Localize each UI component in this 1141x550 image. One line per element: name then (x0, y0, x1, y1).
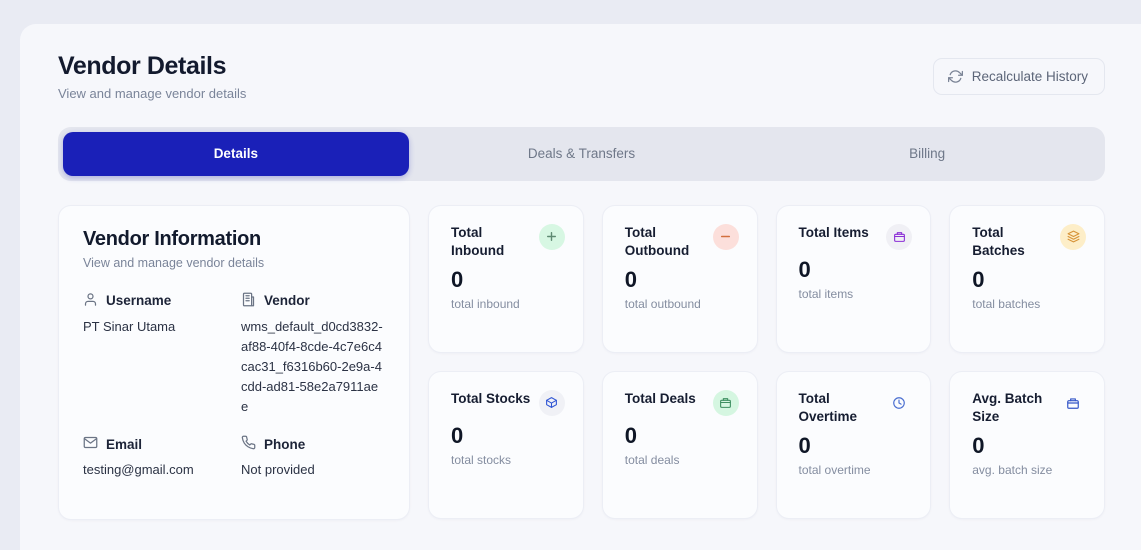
plus-icon (538, 223, 565, 250)
stat-caption-avg-batch-size: avg. batch size (972, 463, 1053, 478)
field-phone: Phone Not provided (241, 435, 385, 480)
stat-value-avg-batch-size: 0 (972, 433, 985, 459)
field-vendor-label-row: Vendor (241, 292, 385, 310)
stat-label-total-items: Total Items (798, 224, 869, 240)
stat-label-avg-batch-size: Avg. Batch Size (972, 390, 1043, 424)
field-vendor: Vendor wms_default_d0cd3832-af88-40f4-8c… (241, 292, 385, 418)
vendor-information-subtitle: View and manage vendor details (83, 255, 265, 270)
clock-icon (886, 390, 912, 416)
stat-label-total-stocks: Total Stocks (451, 390, 531, 406)
page-title: Vendor Details (58, 52, 227, 80)
stat-card-total-overtime: Total Overtime 0 total overtime (775, 370, 932, 519)
stat-card-total-inbound: Total Inbound 0 total inbound (428, 204, 584, 353)
recalculate-history-button[interactable]: Recalculate History (932, 58, 1105, 95)
stat-caption-total-deals: total deals (624, 452, 680, 467)
stat-card-total-batches: Total Batches 0 total batches (949, 204, 1105, 353)
stat-card-total-outbound: Total Outbound 0 total outbound (601, 204, 758, 353)
layers-icon (1060, 223, 1086, 250)
stat-value-total-batches: 0 (972, 267, 985, 293)
building-icon (241, 292, 256, 310)
recalculate-history-label: Recalculate History (971, 69, 1088, 84)
field-email: Email testing@gmail.com (83, 435, 227, 480)
stat-caption-total-overtime: total overtime (798, 463, 871, 478)
stat-caption-total-batches: total batches (972, 297, 1041, 312)
main-panel: Vendor Details View and manage vendor de… (20, 24, 1141, 550)
stat-caption-total-outbound: total outbound (624, 297, 701, 312)
field-phone-value: Not provided (241, 462, 315, 478)
stat-value-total-outbound: 0 (624, 267, 637, 293)
stats-grid: Total Inbound 0 total inbound Total Outb… (428, 204, 1105, 519)
page-header-text: Vendor Details View and manage vendor de… (58, 52, 246, 101)
stat-value-total-stocks: 0 (451, 422, 464, 448)
stat-value-total-inbound: 0 (451, 267, 464, 293)
vendor-information-card: Vendor Information View and manage vendo… (58, 204, 410, 520)
phone-icon (241, 435, 256, 453)
field-phone-label: Phone (264, 436, 306, 452)
field-email-label: Email (106, 436, 143, 452)
vendor-field-grid: Username PT Sinar Utama (83, 292, 385, 481)
bag-icon (712, 389, 739, 416)
package-icon (886, 223, 913, 250)
stat-caption-total-items: total items (798, 286, 854, 301)
stat-label-total-inbound: Total Inbound (451, 224, 505, 258)
stat-card-avg-batch-size: Avg. Batch Size 0 avg. batch size (949, 370, 1105, 519)
stat-label-total-deals: Total Deals (624, 390, 696, 406)
cube-icon (538, 389, 565, 416)
minus-icon (712, 223, 739, 250)
stat-label-total-overtime: Total Overtime (798, 390, 858, 424)
refresh-icon (947, 69, 963, 84)
stat-card-total-items: Total Items 0 total items (775, 204, 932, 353)
field-username-label-row: Username (83, 292, 227, 310)
tab-billing[interactable]: Billing (909, 146, 946, 162)
stat-label-total-outbound: Total Outbound (624, 224, 690, 258)
mail-icon (83, 435, 98, 453)
page-header: Vendor Details View and manage vendor de… (58, 52, 1105, 101)
stat-caption-total-inbound: total inbound (451, 297, 520, 312)
field-vendor-label: Vendor (264, 293, 310, 309)
stat-value-total-deals: 0 (624, 422, 637, 448)
stat-caption-total-stocks: total stocks (451, 452, 512, 467)
field-email-value: testing@gmail.com (83, 462, 194, 478)
tab-bar: Details Deals & Transfers Billing (58, 126, 1105, 181)
vendor-information-title: Vendor Information (83, 227, 261, 250)
field-phone-label-row: Phone (241, 435, 385, 453)
stat-value-total-overtime: 0 (798, 433, 811, 459)
user-icon (83, 292, 98, 310)
stat-value-total-items: 0 (798, 256, 811, 282)
content-area: Vendor Information View and manage vendo… (58, 204, 1105, 520)
field-username-label: Username (106, 293, 172, 309)
field-username-value: PT Sinar Utama (83, 318, 176, 334)
stat-label-total-batches: Total Batches (972, 224, 1025, 258)
tab-deals-transfers[interactable]: Deals & Transfers (527, 146, 636, 162)
stat-card-total-stocks: Total Stocks 0 total stocks (428, 370, 584, 519)
field-email-label-row: Email (83, 435, 227, 453)
field-username: Username PT Sinar Utama (83, 292, 227, 418)
tab-details[interactable]: Details (63, 131, 409, 176)
stat-card-total-deals: Total Deals 0 total deals (601, 370, 758, 519)
field-vendor-value: wms_default_d0cd3832-af88-40f4-8cde-4c7e… (241, 318, 383, 415)
page-subtitle: View and manage vendor details (58, 85, 247, 101)
bag-icon (1060, 390, 1086, 416)
